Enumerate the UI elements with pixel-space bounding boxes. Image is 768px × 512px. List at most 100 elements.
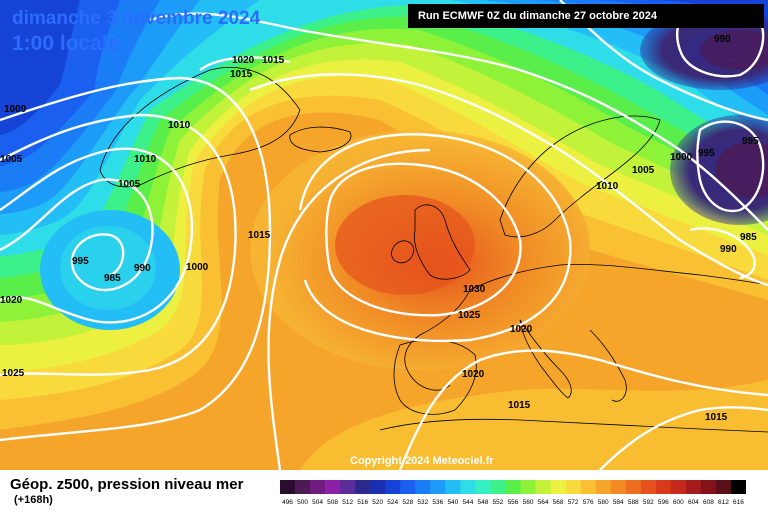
model-run-label: Run ECMWF 0Z du dimanche 27 octobre 2024 bbox=[408, 4, 764, 28]
legend-swatch bbox=[430, 480, 446, 494]
isobar-label: 1015 bbox=[230, 69, 253, 80]
legend-value: 608 bbox=[703, 499, 714, 506]
isobar-label: 1005 bbox=[118, 179, 141, 190]
isobar-label: 985 bbox=[740, 232, 757, 243]
legend-value: 588 bbox=[628, 499, 639, 506]
forecast-time: 1:00 locale bbox=[12, 32, 120, 55]
coastlines bbox=[99, 67, 768, 433]
legend-swatch bbox=[700, 480, 717, 494]
legend-swatch bbox=[505, 480, 521, 494]
legend-value: 580 bbox=[598, 499, 609, 506]
isobar-label: 1000 bbox=[670, 152, 693, 163]
isobar-label: 990 bbox=[720, 244, 737, 255]
isobar-label: 990 bbox=[134, 263, 151, 274]
isobar-label: 1005 bbox=[0, 154, 23, 165]
legend-swatch bbox=[565, 480, 581, 494]
legend-value: 600 bbox=[673, 499, 684, 506]
legend-swatch bbox=[670, 480, 687, 494]
legend-value: 552 bbox=[493, 499, 504, 506]
legend-value: 560 bbox=[523, 499, 534, 506]
isobar-label: 1025 bbox=[2, 368, 25, 379]
isobar-label: 1010 bbox=[134, 154, 157, 165]
legend-value: 544 bbox=[462, 499, 473, 506]
isobar-label: 1015 bbox=[248, 230, 271, 241]
legend-swatch bbox=[415, 480, 431, 494]
legend-swatch bbox=[280, 480, 296, 494]
legend-swatch bbox=[385, 480, 401, 494]
legend-value: 520 bbox=[372, 499, 383, 506]
legend-value: 508 bbox=[327, 499, 338, 506]
legend-value: 524 bbox=[387, 499, 398, 506]
color-scale-legend: 496 500 504 508 512 516 520 524 528 532 536 540 544 5… bbox=[280, 480, 746, 506]
isobar-label: 1000 bbox=[186, 262, 209, 273]
legend-swatch bbox=[610, 480, 627, 494]
legend-value: 496 bbox=[282, 499, 293, 506]
isobar-label: 1015 bbox=[262, 55, 285, 66]
isobar-label: 985 bbox=[104, 273, 121, 284]
isobar-label: 1020 bbox=[462, 369, 485, 380]
legend-value: 548 bbox=[478, 499, 489, 506]
legend-value: 540 bbox=[447, 499, 458, 506]
isobar-label: 1020 bbox=[0, 295, 23, 306]
isobar-label: 995 bbox=[698, 148, 715, 159]
legend-swatch bbox=[625, 480, 642, 494]
legend-value: 512 bbox=[342, 499, 353, 506]
legend-swatch bbox=[400, 480, 416, 494]
legend-swatch bbox=[715, 480, 732, 494]
isobar-labels: 1020 1015 1015 1010 1010 1005 1000 1005 … bbox=[0, 34, 759, 423]
legend-swatch bbox=[580, 480, 596, 494]
isobar-label: 1010 bbox=[596, 181, 619, 192]
legend-swatch bbox=[520, 480, 536, 494]
legend-swatch bbox=[730, 480, 746, 494]
legend-swatch bbox=[370, 480, 386, 494]
isobar-label: 1030 bbox=[463, 284, 486, 295]
legend-value: 616 bbox=[733, 499, 744, 506]
copyright-text: Copyright 2024 Meteociel.fr bbox=[350, 455, 494, 467]
parameter-title: Géop. z500, pression niveau mer bbox=[10, 476, 244, 493]
legend-value: 556 bbox=[508, 499, 519, 506]
legend-swatch bbox=[460, 480, 476, 494]
forecast-date: dimanche 3 novembre 2024 bbox=[12, 8, 261, 29]
isobar-label: 1005 bbox=[632, 165, 655, 176]
legend-value: 604 bbox=[688, 499, 699, 506]
isobar-label: 990 bbox=[714, 34, 731, 45]
isobar-label: 1000 bbox=[4, 104, 27, 115]
legend-swatch bbox=[340, 480, 356, 494]
legend-value: 528 bbox=[402, 499, 413, 506]
legend-value: 536 bbox=[432, 499, 443, 506]
legend-swatch bbox=[655, 480, 672, 494]
legend-swatch bbox=[475, 480, 491, 494]
isobar-label: 1020 bbox=[510, 324, 533, 335]
legend-value: 612 bbox=[718, 499, 729, 506]
legend-swatch bbox=[595, 480, 612, 494]
legend-value: 596 bbox=[658, 499, 669, 506]
legend-value: 504 bbox=[312, 499, 323, 506]
isobar-label: 995 bbox=[742, 136, 759, 147]
isobar-label: 1015 bbox=[508, 400, 531, 411]
legend-swatch bbox=[640, 480, 657, 494]
legend-swatch bbox=[535, 480, 551, 494]
legend-value: 572 bbox=[568, 499, 579, 506]
legend-value: 500 bbox=[297, 499, 308, 506]
legend-swatch bbox=[355, 480, 371, 494]
isobar-label: 995 bbox=[72, 256, 89, 267]
legend-swatch bbox=[445, 480, 461, 494]
weather-map: 1020 1015 1015 1010 1010 1005 1000 1005 … bbox=[0, 0, 768, 470]
legend-value: 516 bbox=[357, 499, 368, 506]
isobar-label: 1020 bbox=[232, 55, 255, 66]
legend-swatch bbox=[685, 480, 702, 494]
geopotential-field bbox=[0, 0, 768, 470]
lead-time: (+168h) bbox=[14, 494, 53, 506]
legend-value: 532 bbox=[417, 499, 428, 506]
legend-value: 584 bbox=[613, 499, 624, 506]
legend-value: 568 bbox=[553, 499, 564, 506]
isobar-label: 1025 bbox=[458, 310, 481, 321]
isobar-label: 1010 bbox=[168, 120, 191, 131]
legend-value: 592 bbox=[643, 499, 654, 506]
legend-swatch bbox=[295, 480, 311, 494]
isobar-label: 1015 bbox=[705, 412, 728, 423]
legend-value: 576 bbox=[583, 499, 594, 506]
legend-swatch bbox=[550, 480, 566, 494]
legend-swatch bbox=[310, 480, 326, 494]
legend-value: 564 bbox=[538, 499, 549, 506]
